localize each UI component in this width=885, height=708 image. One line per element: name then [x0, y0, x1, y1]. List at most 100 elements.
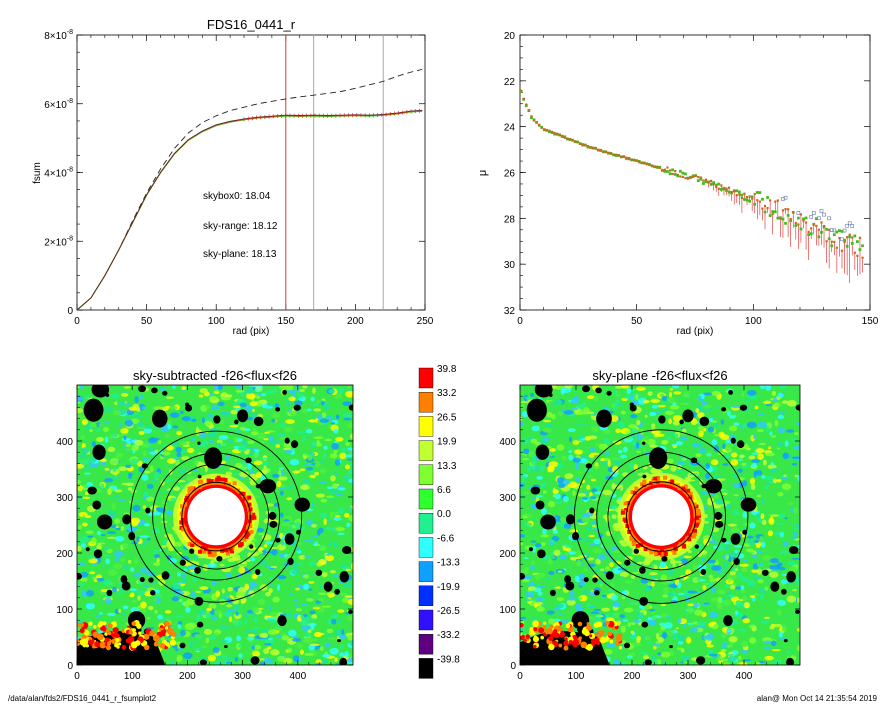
- pixel-noise: [757, 568, 762, 575]
- pixel-noise: [701, 603, 710, 607]
- mask-edge-pixel: [532, 620, 540, 628]
- pixel-noise: [130, 588, 138, 592]
- panel2-xlabel: rad (pix): [677, 326, 714, 337]
- pixel-noise: [287, 648, 293, 653]
- pixel-noise: [577, 555, 588, 559]
- pixel-noise: [294, 400, 303, 406]
- pixel-noise: [154, 554, 161, 559]
- mu-point-sky-range: [840, 249, 844, 252]
- pixel-noise: [669, 387, 674, 391]
- pixel-noise: [643, 400, 650, 404]
- pixel-noise: [302, 574, 310, 579]
- mask-edge-pixel: [82, 643, 87, 648]
- pixel-noise: [176, 655, 183, 662]
- mask-blob: [583, 577, 589, 583]
- pixel-noise: [668, 391, 673, 398]
- footer-path: /data/alan/fds2/FDS16_0441_r_fsumplot2: [8, 694, 157, 703]
- pixel-noise: [276, 480, 282, 488]
- pixel-noise: [520, 454, 526, 457]
- pixel-noise: [647, 640, 652, 644]
- core-edge-pixel: [620, 510, 625, 515]
- mu-point-sky-range: [787, 208, 790, 211]
- mask-blob: [730, 437, 736, 444]
- pixel-noise: [530, 564, 535, 571]
- mask-edge-pixel: [563, 645, 569, 651]
- pixel-noise: [777, 441, 783, 448]
- galaxy-core-saturated: [632, 487, 691, 546]
- pixel-noise: [331, 618, 337, 625]
- pixel-noise: [179, 441, 189, 446]
- mask-edge-pixel: [113, 621, 117, 625]
- pixel-noise: [603, 649, 613, 655]
- pixel-noise: [734, 545, 744, 548]
- mask-edge-pixel: [136, 623, 142, 629]
- mu-point-sky-range: [681, 175, 684, 178]
- mask-edge-pixel: [549, 624, 554, 629]
- mask-blob-large: [535, 444, 550, 460]
- pixel-noise: [333, 472, 339, 476]
- pixel-noise: [612, 601, 621, 608]
- pixel-noise: [252, 427, 257, 431]
- pixel-noise: [523, 448, 530, 455]
- pixel-noise: [635, 441, 640, 449]
- pixel-noise: [535, 597, 544, 602]
- pixel-noise: [614, 459, 622, 467]
- pixel-noise: [235, 611, 239, 616]
- pixel-noise: [575, 550, 581, 556]
- pixel-noise: [267, 646, 272, 650]
- mask-blob: [277, 615, 287, 627]
- pixel-noise: [153, 598, 157, 602]
- pixel-noise: [615, 428, 622, 434]
- core-edge-pixel: [635, 543, 640, 548]
- core-edge-pixel: [662, 475, 667, 480]
- mu-point-sky-range: [817, 228, 820, 231]
- pixel-noise: [752, 462, 757, 469]
- pixel-noise: [330, 613, 339, 619]
- pixel-noise: [770, 640, 777, 647]
- mu-point-sky-range: [625, 156, 628, 159]
- pixel-noise: [249, 469, 255, 475]
- pixel-noise: [644, 586, 651, 592]
- pixel-noise: [675, 627, 679, 630]
- series-sky-plane-line: [77, 110, 423, 310]
- pixel-noise: [91, 440, 96, 447]
- mask-edge-pixel: [169, 639, 177, 646]
- core-edge-pixel: [187, 488, 192, 493]
- pixel-noise: [703, 538, 710, 546]
- pixel-noise: [701, 401, 708, 406]
- mask-blob: [85, 547, 90, 552]
- pixel-noise: [295, 608, 302, 612]
- mask-blob: [642, 474, 647, 479]
- pixel-noise: [79, 577, 88, 582]
- pixel-noise: [329, 647, 339, 655]
- x-tick-label: 100: [208, 316, 225, 327]
- pixel-noise: [211, 580, 217, 587]
- mu-point-sky-range: [586, 145, 589, 148]
- pixel-noise: [711, 439, 718, 446]
- pixel-noise: [590, 496, 597, 500]
- pixel-noise: [609, 415, 619, 423]
- pixel-noise: [271, 413, 281, 418]
- pixel-noise: [613, 658, 621, 665]
- pixel-noise: [760, 620, 770, 624]
- pixel-noise: [225, 572, 232, 578]
- mask-edge-pixel: [79, 622, 85, 627]
- pixel-noise: [701, 395, 705, 400]
- pixel-noise: [742, 618, 751, 624]
- pixel-noise: [327, 619, 333, 625]
- pixel-noise: [686, 636, 692, 644]
- mu-point-sky-range: [815, 224, 818, 227]
- pixel-noise: [341, 629, 345, 635]
- pixel-noise: [77, 485, 83, 492]
- pixel-noise: [776, 523, 784, 526]
- pixel-noise: [622, 619, 629, 622]
- mu-point-sky-range: [668, 169, 672, 172]
- mask-blob: [534, 385, 553, 398]
- mu-point-sky-range: [658, 166, 661, 170]
- pixel-noise: [185, 606, 191, 613]
- mask-edge-pixel: [586, 643, 593, 651]
- pixel-noise: [345, 441, 351, 446]
- pixel-noise: [577, 493, 587, 497]
- pixel-noise: [636, 612, 645, 619]
- pixel-noise: [241, 561, 247, 565]
